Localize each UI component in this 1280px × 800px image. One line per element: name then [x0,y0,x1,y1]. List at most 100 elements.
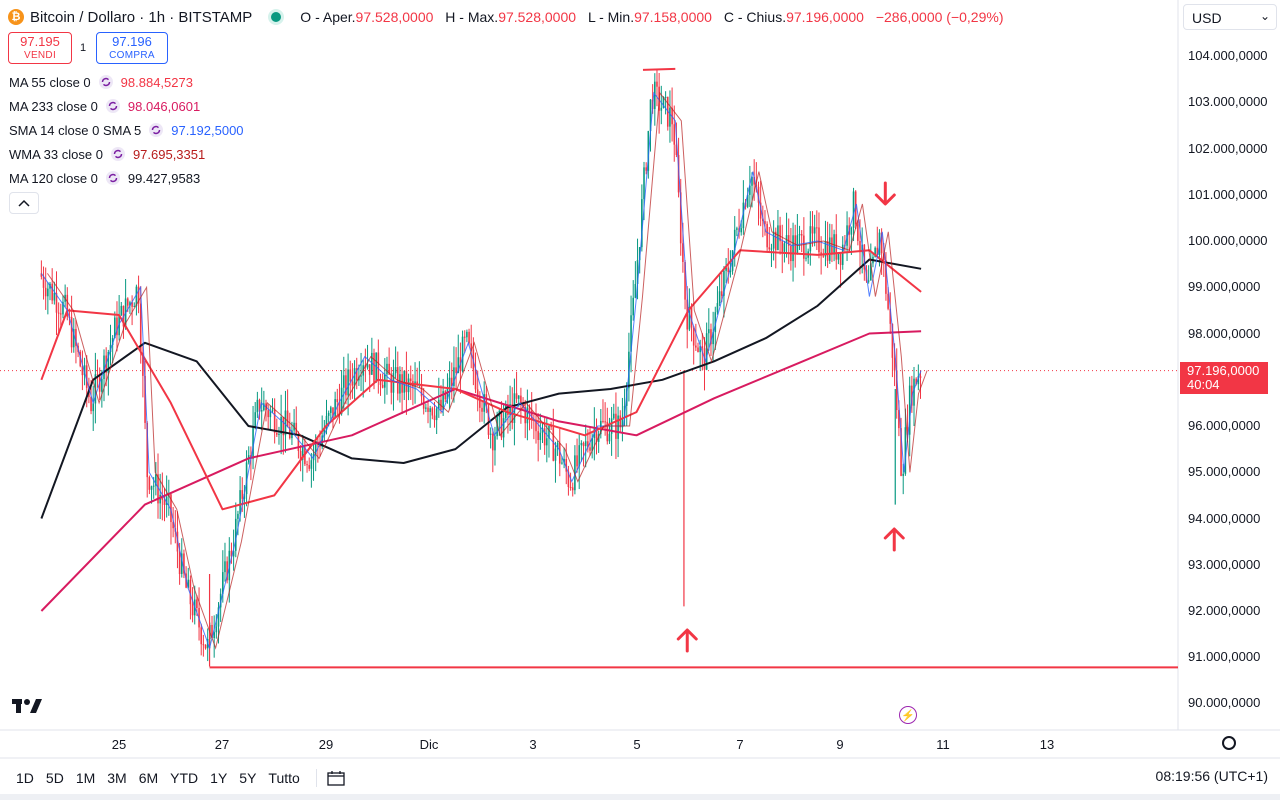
candle-body [245,462,248,495]
refresh-icon[interactable] [105,98,121,114]
candle-body [180,553,183,575]
indicator-value: 98.884,5273 [120,74,193,90]
candle-body [608,433,611,442]
refresh-icon[interactable] [110,146,126,162]
candle-body [582,442,585,447]
x-tick-label: 25 [111,737,127,752]
candle-body [297,434,300,451]
candle-body [342,375,345,388]
candle-body [172,522,174,529]
timeframe-1d[interactable]: 1D [16,770,34,786]
scrollbar[interactable] [0,794,1280,800]
y-tick-label: 99.000,0000 [1188,279,1261,294]
candle-body [392,373,395,393]
candle-body [606,421,609,442]
timeframe-5y[interactable]: 5Y [239,770,257,786]
candle-body [109,344,112,352]
ohlc-open-label: O - Aper. [300,9,356,25]
candle-body [234,518,237,551]
refresh-icon[interactable] [105,170,121,186]
candle-body [908,385,911,435]
x-tick-label: 29 [318,737,334,752]
indicator-ma233[interactable]: MA 233 close 0 98.046,0601 [9,96,200,116]
candle-body [51,283,53,301]
market-open-icon [268,9,285,25]
indicator-wma33[interactable]: WMA 33 close 0 97.695,3351 [9,144,205,164]
candle-body [822,255,825,257]
candle-body [269,410,272,418]
candle-body [450,377,453,387]
candle-body [476,389,479,396]
indicator-label: WMA 33 close 0 [9,146,103,162]
candle-body [824,241,827,257]
x-tick-label: 5 [633,737,641,752]
candle-body [340,387,343,414]
candle-body [749,185,751,195]
collapse-legend-button[interactable] [9,192,39,214]
candle-body [565,458,568,472]
candle-body [764,221,766,224]
clock-readout[interactable]: 08:19:56 (UTC+1) [1155,768,1268,784]
lightning-icon[interactable]: ⚡ [899,706,917,724]
candle-body [222,572,224,594]
indicator-label: MA 120 close 0 [9,170,98,186]
candle-body [295,422,298,435]
timeframe-1y[interactable]: 1Y [210,770,228,786]
candle-body [885,260,887,294]
candle-body [556,443,559,449]
candle-body [708,329,710,334]
candle-body [394,367,397,374]
date-range-icon[interactable] [327,770,345,786]
candle-body [571,487,574,491]
currency-select[interactable]: USD ⌄ [1183,4,1277,30]
timeframe-all[interactable]: Tutto [268,770,300,786]
candle-body [584,441,587,447]
chevron-down-icon: ⌄ [1259,9,1270,23]
refresh-icon[interactable] [148,122,164,138]
timeframe-1m[interactable]: 1M [75,770,96,786]
divider [315,769,317,787]
timeframe-6m[interactable]: 6M [138,770,159,786]
indicator-ma55[interactable]: MA 55 close 0 98.884,5273 [9,72,193,92]
candle-body [442,391,444,411]
y-tick-label: 101.000,0000 [1188,187,1268,202]
buy-button[interactable]: 97.196 COMPRA [96,32,168,64]
timeframe-ytd[interactable]: YTD [170,770,199,786]
candle-body [226,561,228,581]
candle-body [271,409,274,411]
indicator-sma14[interactable]: SMA 14 close 0 SMA 5 97.192,5000 [9,120,244,140]
candle-body [537,431,539,441]
moving-average-line [40,258,922,519]
candle-body [543,428,546,446]
candle-body [420,384,423,397]
candle-body [90,397,92,412]
candle-body [880,232,883,254]
candle-body [377,352,380,380]
candle-body [189,579,192,605]
candle-body [267,410,269,418]
timeframe-5d[interactable]: 5D [45,770,64,786]
settings-gear-icon[interactable] [1222,736,1236,750]
candle-body [813,227,816,234]
candle-body [796,235,799,253]
timeframe-3m[interactable]: 3M [107,770,127,786]
refresh-icon[interactable] [98,74,114,90]
candle-body [915,378,917,385]
sell-button[interactable]: 97.195 VENDI [8,32,72,64]
candle-body [405,370,408,393]
symbol-title[interactable]: Bitcoin / Dollaro · 1h · BITSTAMP [30,8,253,26]
candle-body [368,364,371,375]
candle-body [546,438,548,446]
indicator-ma120[interactable]: MA 120 close 0 99.427,9583 [9,168,200,188]
indicator-value: 97.695,3351 [132,146,206,162]
candle-body [718,291,721,304]
ohlc-close-label: C - Chius. [723,9,787,25]
candle-body [805,257,807,259]
candle-body [187,579,190,588]
candle-body [716,303,719,313]
candle-body [774,231,777,251]
candle-body [846,225,848,246]
candle-body [47,288,49,297]
candle-body [388,363,390,375]
